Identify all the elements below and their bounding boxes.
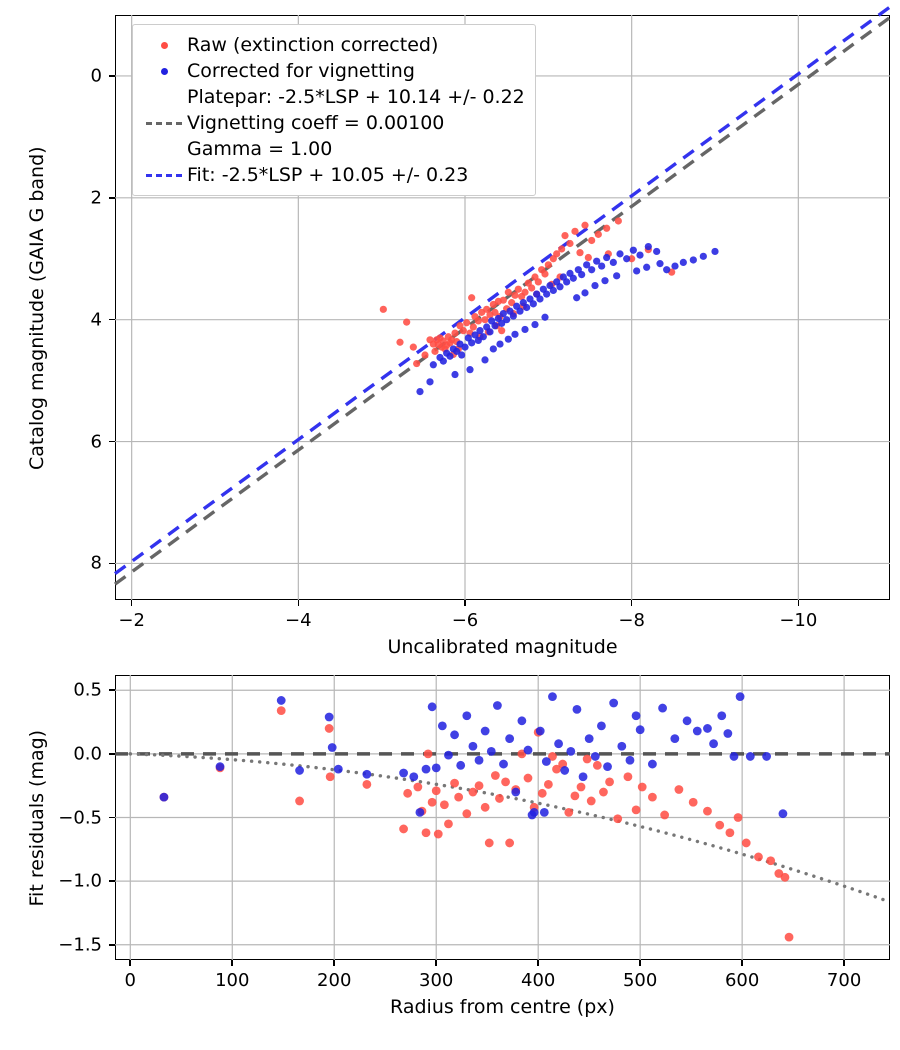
- tick-mark-x: [741, 960, 743, 966]
- legend-label-corrected: Corrected for vignetting: [187, 59, 415, 82]
- legend-marker-raw-dot-icon: [141, 41, 187, 49]
- tick-mark-x: [537, 960, 539, 966]
- tick-mark-y: [109, 880, 115, 882]
- tick-mark-y: [109, 318, 115, 321]
- ytick-label: 0.5: [73, 679, 102, 701]
- photometric-calibration-plot-area: [113, 5, 892, 600]
- tick-mark-x: [130, 600, 133, 606]
- xtick-label: 400: [521, 970, 556, 991]
- tick-mark-x: [297, 600, 300, 606]
- tick-mark-x: [797, 600, 800, 606]
- tick-mark-x: [435, 960, 437, 966]
- tick-mark-y: [109, 562, 115, 565]
- ytick-label: 2: [90, 187, 102, 209]
- tick-mark-y: [109, 75, 115, 77]
- xtick-label: −8: [618, 610, 645, 631]
- tick-mark-y: [109, 753, 115, 755]
- legend-marker-platepar-blank-icon: [141, 96, 187, 99]
- ytick-label: 0.0: [73, 743, 102, 765]
- tick-mark-x: [843, 960, 845, 966]
- legend-item-platepar: Platepar: -2.5*LSP + 10.14 +/- 0.22: [141, 84, 525, 110]
- legend-label-fit: Fit: -2.5*LSP + 10.05 +/- 0.23: [187, 163, 469, 186]
- legend-marker-fit-dash-icon: [141, 173, 187, 177]
- tick-mark-y: [109, 197, 115, 199]
- xtick-label: 600: [724, 970, 760, 991]
- ytick-label: 8: [90, 552, 102, 574]
- legend-item-gamma: Gamma = 1.00: [141, 136, 525, 162]
- ytick-label: 4: [90, 309, 102, 331]
- xtick-label: 0: [124, 970, 137, 991]
- legend-marker-vignetting-dash-icon: [141, 121, 187, 125]
- ytick-label: −0.5: [58, 807, 102, 828]
- fit-residuals-plot-area: [115, 675, 890, 960]
- legend-label-platepar: Platepar: -2.5*LSP + 10.14 +/- 0.22: [187, 85, 525, 108]
- tick-mark-x: [630, 600, 633, 606]
- ytick-label: −1.5: [58, 934, 102, 956]
- legend-item-raw: Raw (extinction corrected): [141, 32, 525, 58]
- xtick-label: 100: [215, 970, 250, 991]
- tick-mark-y: [109, 816, 115, 819]
- legend-item-corrected: Corrected for vignetting: [141, 58, 525, 84]
- tick-mark-x: [129, 960, 132, 966]
- tick-mark-x: [231, 960, 234, 966]
- bottom-yaxis-label: Fit residuals (mag): [26, 729, 48, 906]
- tick-mark-x: [464, 600, 466, 606]
- xtick-label: 200: [317, 970, 352, 991]
- tick-mark-y: [109, 440, 115, 443]
- tick-mark-y: [109, 943, 115, 946]
- tick-mark-x: [333, 960, 336, 966]
- xtick-label: 300: [419, 970, 454, 991]
- legend-item-vignetting-coeff: Vignetting coeff = 0.00100: [141, 110, 525, 136]
- bottom-xaxis-label: Radius from centre (px): [390, 996, 615, 1018]
- legend-marker-corrected-dot-icon: [141, 67, 187, 75]
- xtick-label: −6: [451, 610, 479, 631]
- top-plot-legend: Raw (extinction corrected) Corrected for…: [132, 24, 536, 196]
- top-xaxis-label: Uncalibrated magnitude: [387, 636, 618, 658]
- xtick-label: −10: [779, 610, 818, 631]
- legend-label-gamma: Gamma = 1.00: [187, 137, 333, 160]
- xtick-label: 500: [622, 970, 658, 991]
- tick-mark-x: [639, 960, 641, 966]
- legend-label-raw: Raw (extinction corrected): [187, 33, 439, 56]
- xtick-label: −4: [285, 610, 312, 631]
- ytick-label: 6: [90, 431, 102, 453]
- legend-marker-gamma-blank-icon: [141, 148, 187, 151]
- xtick-label: 700: [826, 970, 862, 991]
- ytick-label: −1.0: [58, 870, 102, 892]
- tick-mark-y: [109, 689, 115, 692]
- legend-item-fit: Fit: -2.5*LSP + 10.05 +/- 0.23: [141, 162, 525, 188]
- legend-label-vignetting-coeff: Vignetting coeff = 0.00100: [187, 111, 445, 134]
- xtick-label: −2: [118, 610, 145, 631]
- ytick-label: 0: [90, 65, 102, 87]
- top-yaxis-label: Catalog magnitude (GAIA G band): [26, 145, 48, 470]
